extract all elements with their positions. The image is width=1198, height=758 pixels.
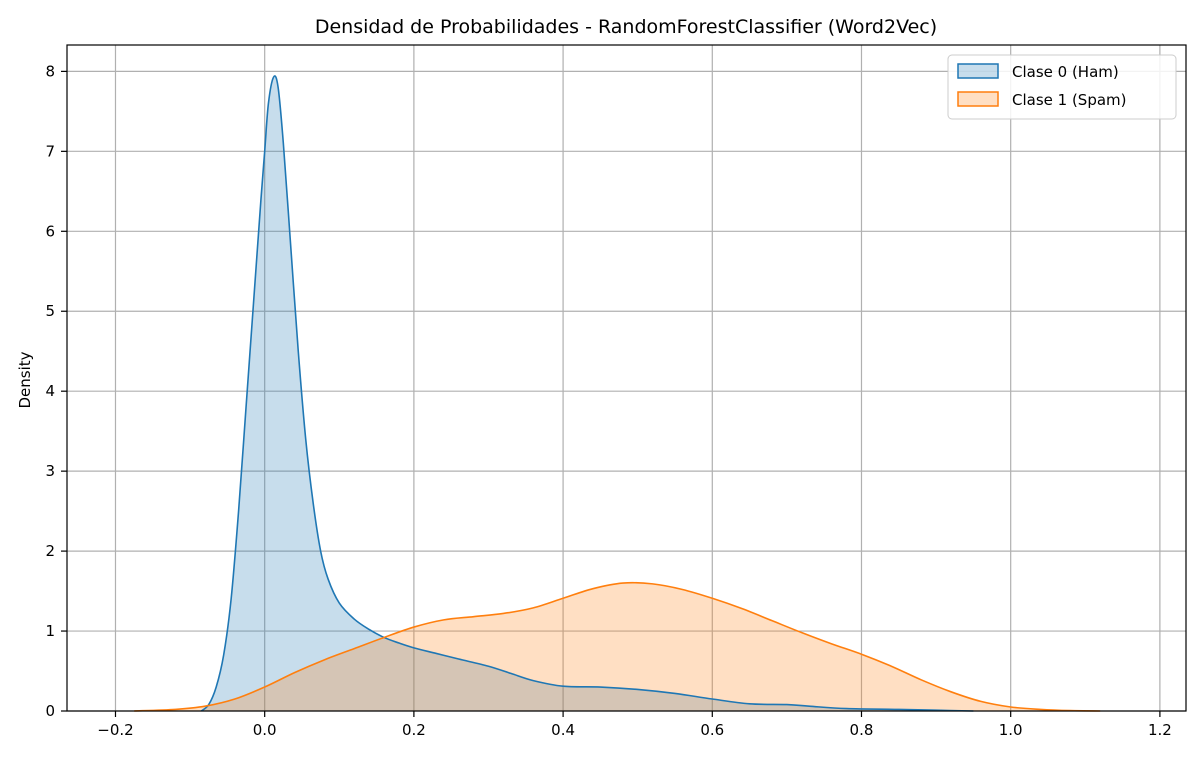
legend-label-spam: Clase 1 (Spam)	[1012, 91, 1127, 109]
y-tick-label: 0	[45, 702, 55, 720]
legend-label-ham: Clase 0 (Ham)	[1012, 63, 1119, 81]
y-axis-label: Density	[16, 351, 34, 408]
x-tick-label: 0.4	[551, 721, 575, 739]
density-line-ham	[200, 75, 974, 712]
chart-title: Densidad de Probabilidades - RandomFores…	[315, 16, 937, 38]
density-areas	[134, 75, 1101, 711]
legend-swatch-ham	[957, 63, 999, 79]
y-tick-label: 6	[45, 222, 55, 240]
y-tick-label: 2	[45, 542, 55, 560]
x-tick-label: 0.2	[402, 721, 426, 739]
y-tick-label: 4	[45, 382, 55, 400]
x-tick-label: 1.0	[999, 721, 1023, 739]
legend-swatch-spam	[957, 91, 999, 107]
axis-ticks: −0.2 0.0 0.2 0.4 0.6 0.8 1.0 1.2 0 1 2 3 4 5 6 7 8	[45, 62, 1171, 739]
x-tick-label: 0.8	[850, 721, 874, 739]
y-tick-label: 8	[45, 62, 55, 80]
density-area-ham	[201, 75, 974, 711]
y-tick-label: 1	[45, 622, 55, 640]
x-tick-label: 0.0	[253, 721, 277, 739]
density-area-spam	[134, 582, 1101, 711]
density-line-spam	[134, 581, 1101, 712]
x-tick-label: 0.6	[700, 721, 724, 739]
y-tick-label: 7	[45, 142, 55, 160]
x-tick-label: 1.2	[1148, 721, 1172, 739]
y-tick-label: 5	[45, 302, 55, 320]
legend-box	[947, 54, 1177, 120]
density-lines	[134, 75, 1101, 712]
y-tick-label: 3	[45, 462, 55, 480]
legend: Clase 0 (Ham) Clase 1 (Spam)	[947, 54, 1177, 120]
plot-frame	[66, 44, 1187, 712]
grid-lines	[67, 45, 1186, 712]
x-tick-label: −0.2	[97, 721, 133, 739]
